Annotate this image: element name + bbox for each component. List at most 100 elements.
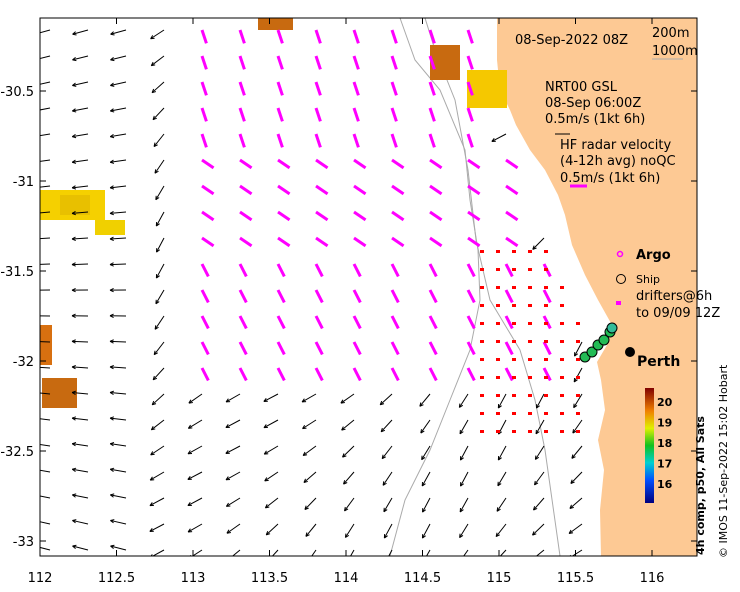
arrow-head bbox=[496, 507, 501, 512]
drifter-point bbox=[544, 358, 548, 361]
model-label-scale: 0.5m/s (1kt 6h) bbox=[545, 112, 645, 127]
model-current-arrow bbox=[110, 55, 127, 61]
hf-radar-arrow bbox=[466, 315, 476, 330]
hf-radar-arrow bbox=[428, 29, 436, 44]
colorbar-tick: 18 bbox=[657, 437, 672, 450]
hf-radar-arrow bbox=[466, 107, 474, 122]
hf-radar-arrow bbox=[314, 341, 324, 356]
model-current-arrow bbox=[155, 185, 165, 201]
y-tick-label: -31 bbox=[13, 175, 34, 190]
hf-radar-arrow bbox=[314, 315, 324, 330]
arrow-head bbox=[72, 493, 77, 498]
drifter-point bbox=[528, 286, 532, 289]
model-current-arrow bbox=[495, 523, 507, 537]
arrow-head bbox=[459, 456, 464, 461]
model-current-arrow bbox=[40, 133, 51, 137]
drifter-point bbox=[528, 358, 532, 361]
model-current-arrow bbox=[40, 211, 51, 214]
hf-radar-arrow bbox=[276, 263, 286, 278]
model-current-arrow bbox=[263, 393, 279, 402]
model-current-arrow bbox=[534, 471, 545, 486]
model-current-arrow bbox=[226, 497, 241, 507]
arrow-head bbox=[188, 399, 193, 404]
drifter-point bbox=[512, 304, 516, 307]
hf-radar-arrow bbox=[467, 236, 481, 248]
arrow-head bbox=[422, 508, 427, 513]
drifter-point bbox=[512, 250, 516, 253]
drifter-point bbox=[528, 376, 532, 379]
model-current-arrow bbox=[379, 393, 393, 406]
arrow-head bbox=[497, 481, 502, 487]
hf-radar-arrow bbox=[428, 341, 438, 356]
arrow-head bbox=[532, 557, 536, 561]
arrow-head bbox=[155, 222, 160, 227]
hf-radar-arrow bbox=[314, 289, 324, 304]
model-current-arrow bbox=[301, 393, 317, 403]
arrow-head bbox=[71, 287, 76, 293]
arrow-head bbox=[153, 350, 158, 356]
hf-radar-arrow bbox=[201, 210, 215, 222]
hf-radar-arrow bbox=[314, 133, 322, 148]
arrow-head bbox=[344, 506, 349, 512]
arrow-head bbox=[150, 451, 155, 456]
model-current-arrow bbox=[40, 469, 51, 473]
hf-radar-arrow bbox=[429, 184, 443, 196]
hf-radar-arrow bbox=[239, 210, 253, 222]
model-current-arrow bbox=[188, 419, 203, 429]
model-current-arrow bbox=[459, 497, 469, 513]
arrow-head bbox=[228, 557, 232, 561]
arrow-head bbox=[71, 364, 76, 370]
hf-radar-arrow bbox=[238, 263, 248, 278]
hf-radar-arrow bbox=[352, 133, 360, 148]
drifter-point bbox=[512, 268, 516, 271]
arrow-head bbox=[570, 479, 575, 484]
sst-patches bbox=[40, 18, 507, 408]
arrow-head bbox=[343, 480, 348, 485]
drifter-point bbox=[544, 304, 548, 307]
model-current-arrow bbox=[40, 107, 51, 111]
arrow-head bbox=[382, 481, 387, 486]
model-current-arrow bbox=[72, 55, 89, 61]
arrow-head bbox=[459, 559, 462, 563]
model-current-arrow bbox=[152, 367, 165, 381]
hf-radar-arrow bbox=[466, 29, 474, 44]
model-current-arrow bbox=[110, 81, 127, 86]
y-tick-label: -30.5 bbox=[0, 85, 34, 100]
model-current-arrow bbox=[149, 471, 165, 481]
drifter-point bbox=[576, 412, 580, 415]
perth-marker: Perth bbox=[625, 347, 680, 370]
arrow-head bbox=[109, 108, 115, 113]
arrow-head bbox=[34, 109, 38, 112]
arrow-head bbox=[573, 403, 578, 409]
drifter-point bbox=[528, 268, 532, 271]
model-current-arrow bbox=[225, 445, 241, 454]
arrow-head bbox=[421, 481, 426, 487]
model-current-arrow bbox=[110, 133, 127, 138]
arrow-head bbox=[225, 449, 230, 454]
hf-radar-arrow bbox=[277, 158, 291, 170]
drifter-point bbox=[576, 358, 580, 361]
arrow-head bbox=[34, 263, 38, 266]
model-label-name: NRT00 GSL bbox=[545, 80, 618, 95]
model-current-arrow bbox=[265, 497, 279, 509]
model-current-arrow bbox=[40, 81, 51, 85]
model-current-arrow bbox=[187, 471, 203, 480]
hf-radar-arrow bbox=[428, 55, 436, 70]
model-current-arrow bbox=[382, 471, 393, 486]
arrow-head bbox=[109, 442, 115, 447]
arrow-head bbox=[110, 82, 115, 87]
model-current-arrow bbox=[572, 419, 583, 434]
drifter-point bbox=[544, 430, 548, 433]
arrow-head bbox=[304, 505, 309, 510]
model-current-arrow bbox=[225, 419, 241, 428]
hf-radar-arrow bbox=[276, 315, 286, 330]
hf-radar-arrow bbox=[200, 107, 208, 122]
colorbar bbox=[645, 388, 654, 503]
arrow-head bbox=[34, 443, 38, 446]
drifter-point bbox=[480, 286, 484, 289]
hf-radar-arrow bbox=[239, 236, 253, 248]
drifter-point bbox=[560, 286, 564, 289]
hf-radar-arrow bbox=[466, 289, 476, 304]
hf-radar-arrow bbox=[277, 210, 291, 222]
